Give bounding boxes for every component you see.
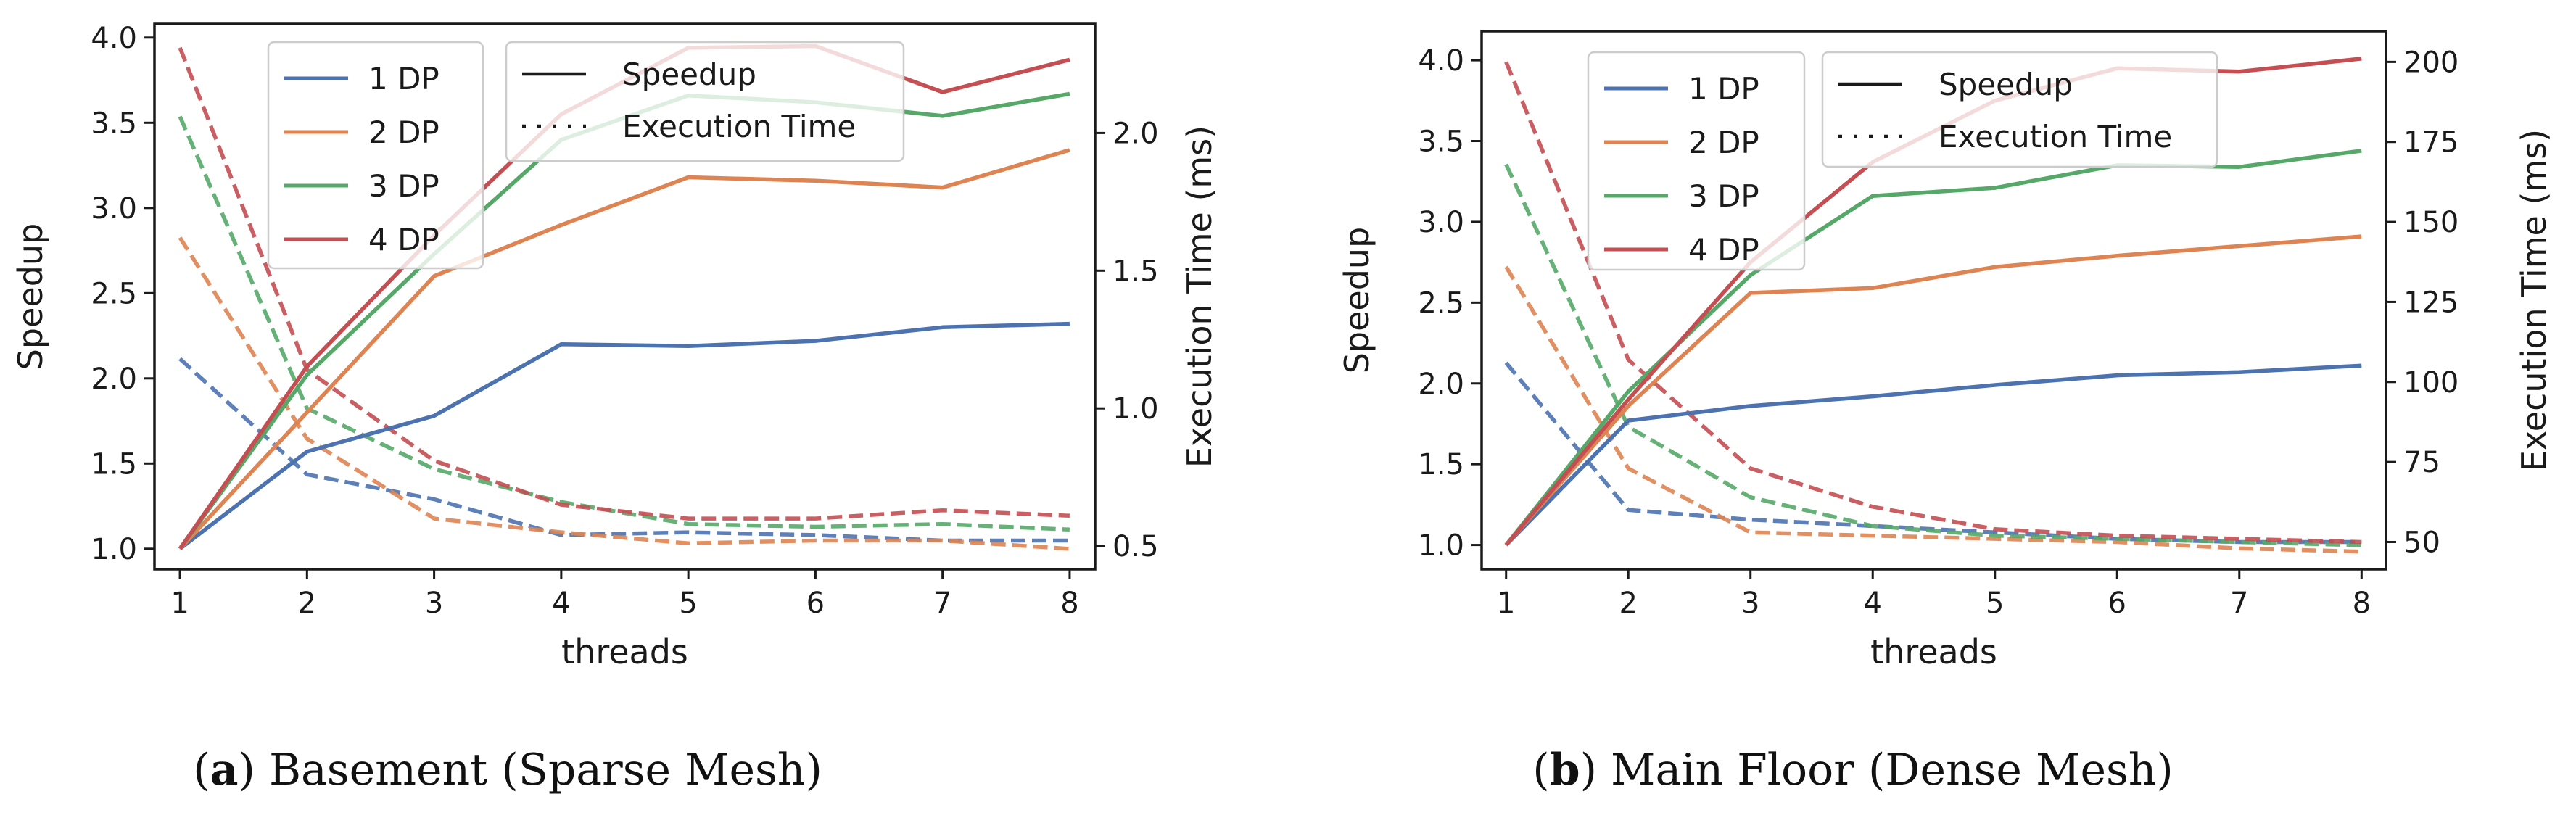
speedup-line-2dp [178,148,1070,550]
legend-box [267,41,484,270]
x-axis-label: threads [561,632,688,671]
plot-lines [178,44,1070,551]
y-tick-label: 3.0 [91,192,137,226]
y2-tick-label: 125 [2403,286,2459,319]
execution-time-line-2dp [1504,265,2362,554]
y-tick-label: 3.5 [91,107,137,140]
y-tick-label: 2.5 [1418,286,1464,320]
legend-label: 2 DP [1688,125,1759,160]
x-tick-label: 5 [679,587,697,620]
y2-tick-label: 2.0 [1112,117,1159,150]
x-tick-label: 7 [2230,587,2248,620]
x-tick-label: 7 [933,587,951,620]
legend-box [1821,51,2218,168]
x-tick-label: 4 [1864,587,1882,620]
y2-tick-label: 0.5 [1112,530,1159,563]
execution-time-line-1dp [178,357,1070,543]
x-tick-label: 8 [2353,587,2371,620]
execution-time-line-4dp [178,46,1070,521]
y-axis-left: 1.0 1.5 2.0 2.5 3.0 3.5 4.0 [1418,44,1482,563]
x-tick-label: 8 [1060,587,1078,620]
x-tick-label: 1 [1497,587,1515,620]
y-axis-left: 1.0 1.5 2.0 2.5 3.0 3.5 4.0 [91,22,154,566]
y-tick-label: 1.0 [91,533,137,566]
legend-series: 1 DP 2 DP 3 DP 4 DP [1587,51,1806,271]
x-tick-label: 6 [806,587,825,620]
legend-label: Execution Time [1939,119,2172,154]
y-tick-label: 2.0 [1418,368,1464,401]
y-axis-right: 0.5 1.0 1.5 2.0 [1095,117,1159,563]
speedup-line-1dp [1504,363,2362,547]
x-tick-label: 2 [298,587,316,620]
y2-tick-label: 100 [2403,366,2459,400]
x-axis: 1 2 3 4 5 6 7 8 [170,569,1079,620]
y2-tick-label: 75 [2403,446,2440,479]
x-tick-label: 1 [170,587,189,620]
caption-b: (b) Main Floor (Dense Mesh) [1532,745,2174,795]
y2-tick-label: 1.5 [1112,255,1159,288]
legend-label: Speedup [1939,67,2073,102]
y2-tick-label: 1.0 [1112,392,1159,426]
x-tick-label: 6 [2108,587,2126,620]
y-tick-label: 4.0 [1418,44,1464,78]
y-tick-label: 3.0 [1418,206,1464,239]
execution-time-line-3dp [1504,163,2362,547]
legend-box [505,41,905,162]
y-tick-label: 1.5 [1418,448,1464,481]
plot-lines [1504,57,2362,554]
x-tick-label: 3 [425,587,443,620]
chart-panel-a: 1 2 3 4 5 6 7 8 threads 1.0 1.5 2.0 2.5 3.0 3.5 4.0 Spee… [11,22,1219,671]
plot-frame [1480,30,2387,571]
legend-label: Speedup [622,57,756,92]
y-tick-label: 1.0 [1418,529,1464,563]
y-tick-label: 3.5 [1418,125,1464,159]
speedup-line-3dp [1504,149,2362,547]
legend-series: 1 DP 2 DP 3 DP 4 DP [267,41,484,270]
legend-styles: Speedup Execution Time [505,41,905,162]
y2-tick-label: 50 [2403,526,2440,559]
y-axis-label: Speedup [1337,227,1376,374]
legend-label: 3 DP [368,168,439,204]
y2-tick-label: 200 [2403,46,2459,79]
x-tick-label: 2 [1619,587,1637,620]
x-tick-label: 5 [1986,587,2004,620]
y-axis-right: 50 75 100 125 150 175 200 [2386,46,2459,559]
legend-label: 1 DP [1688,71,1759,107]
legend-label: 2 DP [368,115,439,150]
y-tick-label: 4.0 [91,22,137,55]
legend-label: 1 DP [368,61,439,96]
y-tick-label: 1.5 [91,447,137,481]
y2-axis-label: Execution Time (ms) [2514,129,2554,471]
legend-label: 4 DP [1688,232,1759,268]
legend-label: 4 DP [368,222,439,257]
x-axis-label: threads [1870,632,1997,671]
y-axis-label: Speedup [11,223,50,371]
y2-tick-label: 175 [2403,126,2459,160]
x-axis: 1 2 3 4 5 6 7 8 [1497,569,2371,620]
y2-tick-label: 150 [2403,206,2459,239]
speedup-line-1dp [178,321,1070,550]
execution-time-line-2dp [178,236,1070,551]
legend-box [1587,51,1806,271]
caption-a: (a) Basement (Sparse Mesh) [193,745,822,795]
legend-label: 3 DP [1688,178,1759,214]
y-tick-label: 2.5 [91,277,137,310]
speedup-line-2dp [1504,234,2362,547]
legend-styles: Speedup Execution Time [1821,51,2218,168]
x-tick-label: 4 [552,587,570,620]
legend-label: Execution Time [622,109,856,144]
chart-panel-b: 1 2 3 4 5 6 7 8 threads 1.0 1.5 2.0 2.5 3.0 3.5 4.0 Spee… [1337,30,2554,671]
y-tick-label: 2.0 [91,363,137,396]
y2-axis-label: Execution Time (ms) [1180,125,1219,468]
x-tick-label: 3 [1741,587,1759,620]
plot-frame [153,22,1097,571]
